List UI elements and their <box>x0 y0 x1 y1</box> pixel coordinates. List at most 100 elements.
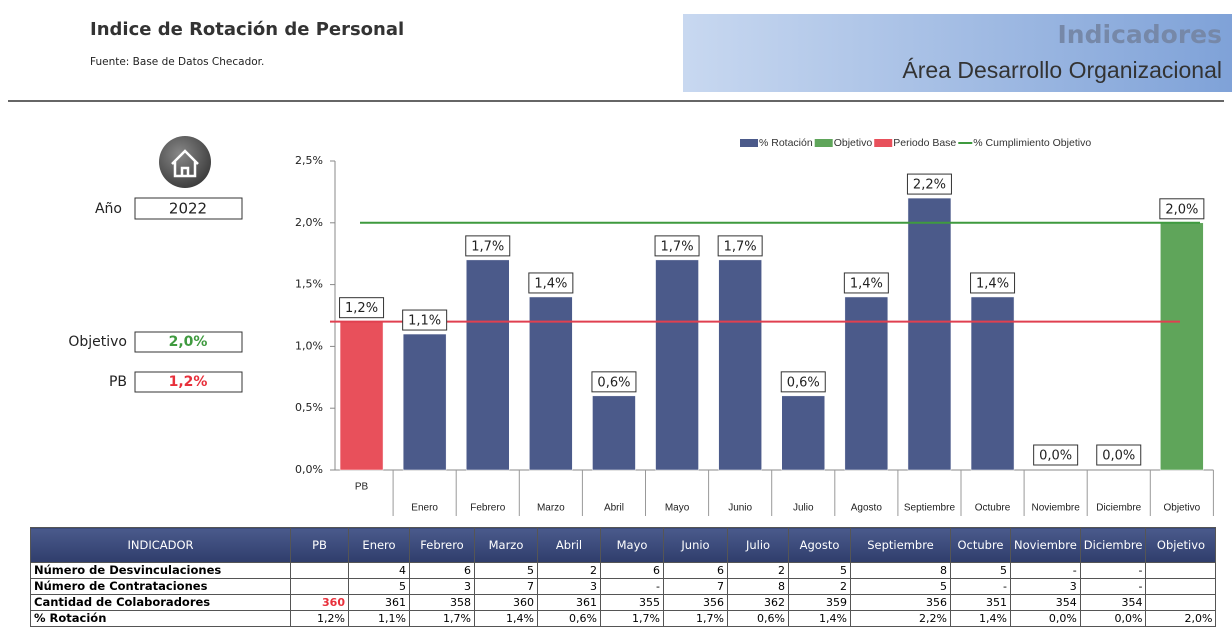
objective-label: Objetivo <box>68 334 127 350</box>
table-cell: 2 <box>788 578 851 595</box>
y-tick-label: 1,5% <box>295 278 323 291</box>
y-tick-label: 0,5% <box>295 401 323 414</box>
x-tick-label: PB <box>355 482 369 493</box>
table-cell: 0,6% <box>727 610 789 627</box>
home-button[interactable] <box>159 136 211 188</box>
legend-label: % Rotación <box>759 137 813 149</box>
bar <box>844 296 889 471</box>
table-row: Número de Desvinculaciones 4 6 5 2 6 6 2 5 8 5- - <box>30 562 1217 579</box>
row-label: Número de Contrataciones <box>30 578 291 595</box>
table-cell <box>1145 562 1217 579</box>
table-cell <box>1145 578 1217 595</box>
year-label: Año <box>95 201 122 217</box>
column-header: Diciembre <box>1079 527 1147 563</box>
table-cell: 1,4% <box>788 610 851 627</box>
table-row: % Rotación 1,2% 1,1% 1,7% 1,4% 0,6% 1,7% 1,7% 0,… <box>30 610 1217 627</box>
column-header: Septiembre <box>850 527 951 563</box>
table-cell: 361 <box>348 594 410 611</box>
column-header: Enero <box>348 527 410 563</box>
value-label: 0,0% <box>1102 449 1135 464</box>
table-cell <box>290 578 349 595</box>
value-label: 1,2% <box>345 301 378 316</box>
value-label-box <box>1033 444 1079 466</box>
objective-box <box>134 331 243 353</box>
value-label-box <box>970 272 1016 294</box>
column-header: Objetivo <box>1145 527 1217 563</box>
table-cell: 0,6% <box>537 610 601 627</box>
x-tick-label: Septiembre <box>904 503 956 514</box>
column-header: Junio <box>663 527 728 563</box>
value-label: 1,4% <box>850 276 883 291</box>
bar <box>466 259 510 471</box>
value-label: 2,2% <box>913 178 946 193</box>
table-cell: 0,0% <box>1079 610 1147 627</box>
table-cell: 5 <box>850 578 951 595</box>
table-cell: 1,7% <box>600 610 664 627</box>
table-cell: - <box>950 578 1011 595</box>
table-cell: 6 <box>409 562 475 579</box>
table-cell: 354 <box>1079 594 1147 611</box>
table-cell: 8 <box>850 562 951 579</box>
table-cell <box>1145 594 1217 611</box>
table-cell: - <box>600 578 664 595</box>
table-cell: 7 <box>663 578 728 595</box>
banner <box>683 14 1232 92</box>
value-label: 1,7% <box>661 239 694 254</box>
y-tick-label: 2,5% <box>295 154 323 167</box>
table-cell: 3 <box>409 578 475 595</box>
x-tick-label: Febrero <box>470 503 505 514</box>
pb-label: PB <box>109 374 127 390</box>
value-label: 1,7% <box>724 239 757 254</box>
x-tick-label: Junio <box>728 503 752 514</box>
table-cell: 6 <box>663 562 728 579</box>
value-label-box <box>1096 444 1142 466</box>
value-label: 2,0% <box>1165 202 1198 217</box>
x-tick-label: Abril <box>604 503 624 514</box>
bar <box>1160 222 1204 471</box>
value-label-box <box>402 309 448 331</box>
bar <box>529 296 573 471</box>
table-cell: 2,0% <box>1145 610 1217 627</box>
table-cell: 362 <box>727 594 789 611</box>
legend-swatch <box>740 139 758 147</box>
y-tick-label: 1,0% <box>295 339 323 352</box>
bar <box>907 197 952 471</box>
table-cell: 4 <box>348 562 410 579</box>
data-table: INDICADOR PB Enero Febrero Marzo Abril Mayo Jun… <box>30 527 1217 627</box>
value-label: 1,4% <box>534 276 567 291</box>
table-cell: 354 <box>1010 594 1081 611</box>
value-label-box <box>717 235 763 257</box>
legend-swatch <box>814 139 833 147</box>
table-cell: 1,7% <box>409 610 475 627</box>
pb-box <box>134 371 243 393</box>
value-label: 1,4% <box>976 276 1009 291</box>
objective-value: 2,0% <box>169 334 208 350</box>
bar <box>781 395 825 471</box>
column-header: Octubre <box>950 527 1011 563</box>
column-header: Mayo <box>600 527 664 563</box>
table-cell: 355 <box>600 594 664 611</box>
legend-label: Objetivo <box>834 137 873 149</box>
bar <box>592 395 636 471</box>
table-cell: 6 <box>600 562 664 579</box>
table-cell: 1,2% <box>290 610 349 627</box>
source-note: Fuente: Base de Datos Checador. <box>90 56 264 68</box>
column-header: INDICADOR <box>30 527 291 563</box>
year-box[interactable] <box>134 197 243 220</box>
row-label: Cantidad de Colaboradores <box>30 594 291 611</box>
banner-title: Indicadores <box>1058 20 1223 49</box>
value-label: 0,0% <box>1039 449 1072 464</box>
table-cell: 8 <box>727 578 789 595</box>
page-title: Indice de Rotación de Personal <box>90 19 404 40</box>
bar <box>970 296 1015 471</box>
value-label-box <box>906 173 952 195</box>
column-header: Marzo <box>474 527 538 563</box>
table-cell: 356 <box>663 594 728 611</box>
table-cell: 361 <box>537 594 601 611</box>
table-cell: 360 <box>290 594 349 611</box>
value-label: 1,7% <box>471 239 504 254</box>
table-row: Número de Contrataciones 5 3 7 3-7 8 2 5-3- <box>30 578 1217 595</box>
value-label: 0,6% <box>597 375 630 390</box>
legend-label: % Cumplimiento Objetivo <box>973 137 1091 149</box>
